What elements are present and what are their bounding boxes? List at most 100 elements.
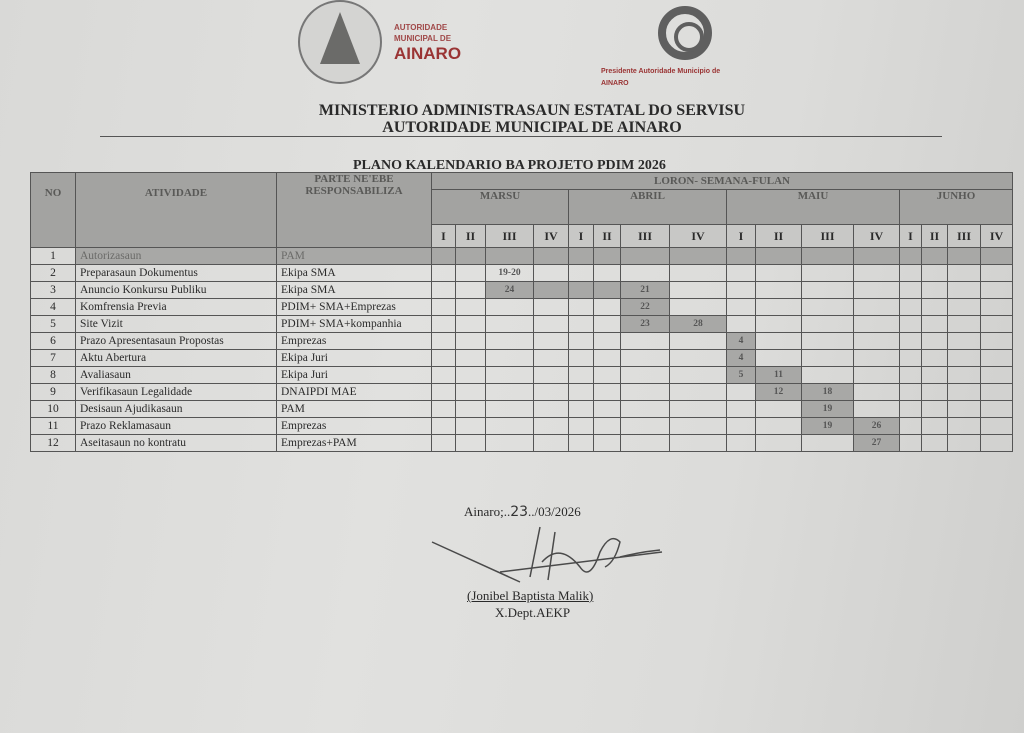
week-cell <box>755 298 802 316</box>
activity-cell: Prazo Reklamasaun <box>75 417 277 435</box>
row-number: 10 <box>30 400 76 418</box>
week-cell <box>899 400 922 418</box>
schedule-table: NO ATIVIDADE PARTE NE'EBE RESPONSABILIZA LO… <box>30 172 1013 452</box>
scheduled-week-cell: 19 <box>801 417 854 435</box>
president-line-1: Presidente Autoridade Municipio de <box>601 68 721 75</box>
week-cell <box>947 434 981 452</box>
week-cell <box>620 264 670 282</box>
scheduled-week-cell: 23 <box>620 315 670 333</box>
week-cell <box>485 349 534 367</box>
scheduled-week-cell: 4 <box>726 332 756 350</box>
week-cell <box>726 417 756 435</box>
week-cell <box>980 264 1013 282</box>
responsible-cell: Emprezas <box>276 332 432 350</box>
week-cell <box>533 247 569 265</box>
week-cell <box>921 315 948 333</box>
date-day: 23 <box>510 504 529 520</box>
table-row: 3 Anuncio Konkursu Publiku Ekipa SMA 24 21 <box>30 281 1013 299</box>
table-row: 1 Autorizasaun PAM <box>30 247 1013 265</box>
activity-cell: Avaliasaun <box>75 366 277 384</box>
week-cell <box>853 400 900 418</box>
plan-title: PLANO KALENDARIO BA PROJETO PDIM 2026 <box>353 158 666 173</box>
week-cell <box>669 400 727 418</box>
week-cell <box>533 366 569 384</box>
row-number: 5 <box>30 315 76 333</box>
week-cell <box>593 315 621 333</box>
week-cell <box>853 298 900 316</box>
responsible-cell: PAM <box>276 400 432 418</box>
week-cell <box>921 247 948 265</box>
week-cell <box>726 281 756 299</box>
signatory-department: X.Dept.AEKP <box>495 605 571 620</box>
responsible-cell: Ekipa Juri <box>276 366 432 384</box>
ministry-title: MINISTERIO ADMINISTRASAUN ESTATAL DO SER… <box>318 102 746 119</box>
month-header: JUNHO <box>899 189 1013 225</box>
week-header: IV <box>980 224 1013 248</box>
week-cell <box>947 281 981 299</box>
week-cell <box>947 417 981 435</box>
week-cell <box>431 281 456 299</box>
scheduled-week-cell: 22 <box>620 298 670 316</box>
week-cell <box>947 264 981 282</box>
row-number: 11 <box>30 417 76 435</box>
activity-cell: Prazo Apresentasaun Propostas <box>75 332 277 350</box>
week-cell <box>593 332 621 350</box>
week-cell <box>533 298 569 316</box>
week-cell <box>485 383 534 401</box>
week-cell <box>853 247 900 265</box>
responsible-cell: Ekipa SMA <box>276 281 432 299</box>
authority-title: AUTORIDADE MUNICIPAL DE AINARO <box>382 119 682 136</box>
week-cell <box>568 264 594 282</box>
activity-cell: Anuncio Konkursu Publiku <box>75 281 277 299</box>
week-cell <box>593 400 621 418</box>
row-number: 7 <box>30 349 76 367</box>
scheduled-week-cell: 11 <box>755 366 802 384</box>
week-cell <box>533 417 569 435</box>
week-cell <box>568 298 594 316</box>
week-cell <box>899 417 922 435</box>
row-number: 8 <box>30 366 76 384</box>
week-cell <box>899 366 922 384</box>
week-cell <box>431 400 456 418</box>
week-header: II <box>593 224 621 248</box>
week-cell <box>568 247 594 265</box>
week-cell <box>755 264 802 282</box>
activity-cell: Aseitasaun no kontratu <box>75 434 277 452</box>
week-cell <box>431 247 456 265</box>
week-cell <box>853 281 900 299</box>
table-row: 5 Site Vizit PDIM+ SMA+kompanhia 23 28 <box>30 315 1013 333</box>
week-cell <box>620 247 670 265</box>
week-cell <box>755 349 802 367</box>
row-number: 12 <box>30 434 76 452</box>
week-cell <box>620 332 670 350</box>
week-cell <box>921 298 948 316</box>
week-cell <box>455 264 486 282</box>
table-row: 6 Prazo Apresentasaun Propostas Emprezas 4 <box>30 332 1013 350</box>
date-month-year: ../03/2026 <box>528 504 581 519</box>
activity-cell: Desisaun Ajudikasaun <box>75 400 277 418</box>
week-cell <box>980 434 1013 452</box>
week-cell <box>853 349 900 367</box>
header-activity: ATIVIDADE <box>75 172 277 248</box>
week-cell <box>755 247 802 265</box>
week-header: I <box>899 224 922 248</box>
week-cell <box>669 434 727 452</box>
week-cell <box>921 434 948 452</box>
week-cell <box>755 434 802 452</box>
week-cell <box>568 332 594 350</box>
week-cell <box>593 383 621 401</box>
week-cell <box>980 366 1013 384</box>
week-cell <box>455 247 486 265</box>
table-row: 4 Komfrensia Previa PDIM+ SMA+Emprezas 22 <box>30 298 1013 316</box>
week-cell <box>669 349 727 367</box>
week-cell <box>801 434 854 452</box>
week-cell <box>485 366 534 384</box>
week-cell <box>853 383 900 401</box>
scheduled-week-cell: 19 <box>801 400 854 418</box>
month-header: MARSU <box>431 189 569 225</box>
scheduled-week-cell <box>568 281 594 299</box>
week-cell <box>801 349 854 367</box>
week-cell <box>620 434 670 452</box>
week-cell <box>485 417 534 435</box>
